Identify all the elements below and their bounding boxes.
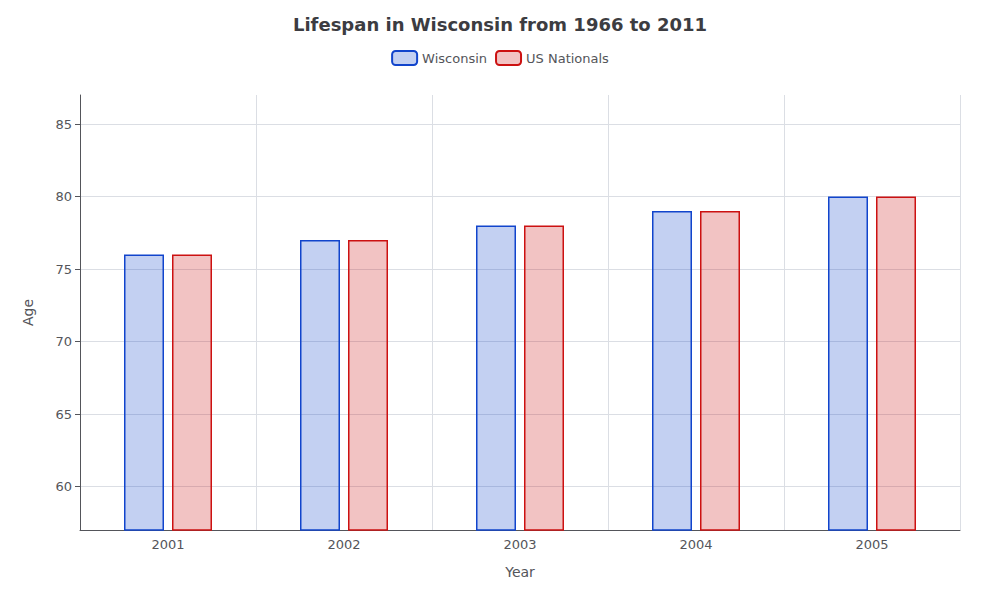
svg-text:65: 65 <box>55 407 72 422</box>
svg-text:2001: 2001 <box>151 537 184 552</box>
svg-text:2004: 2004 <box>679 537 712 552</box>
svg-text:Year: Year <box>504 564 535 580</box>
svg-text:60: 60 <box>55 479 72 494</box>
svg-text:85: 85 <box>55 117 72 132</box>
svg-text:70: 70 <box>55 334 72 349</box>
svg-text:US Nationals: US Nationals <box>526 51 609 66</box>
svg-text:2002: 2002 <box>327 537 360 552</box>
svg-text:Age: Age <box>20 299 36 326</box>
svg-text:80: 80 <box>55 189 72 204</box>
svg-text:Lifespan in Wisconsin from 196: Lifespan in Wisconsin from 1966 to 2011 <box>293 14 707 35</box>
svg-text:2005: 2005 <box>855 537 888 552</box>
svg-text:Wisconsin: Wisconsin <box>422 51 487 66</box>
svg-text:2003: 2003 <box>503 537 536 552</box>
svg-text:75: 75 <box>55 262 72 277</box>
